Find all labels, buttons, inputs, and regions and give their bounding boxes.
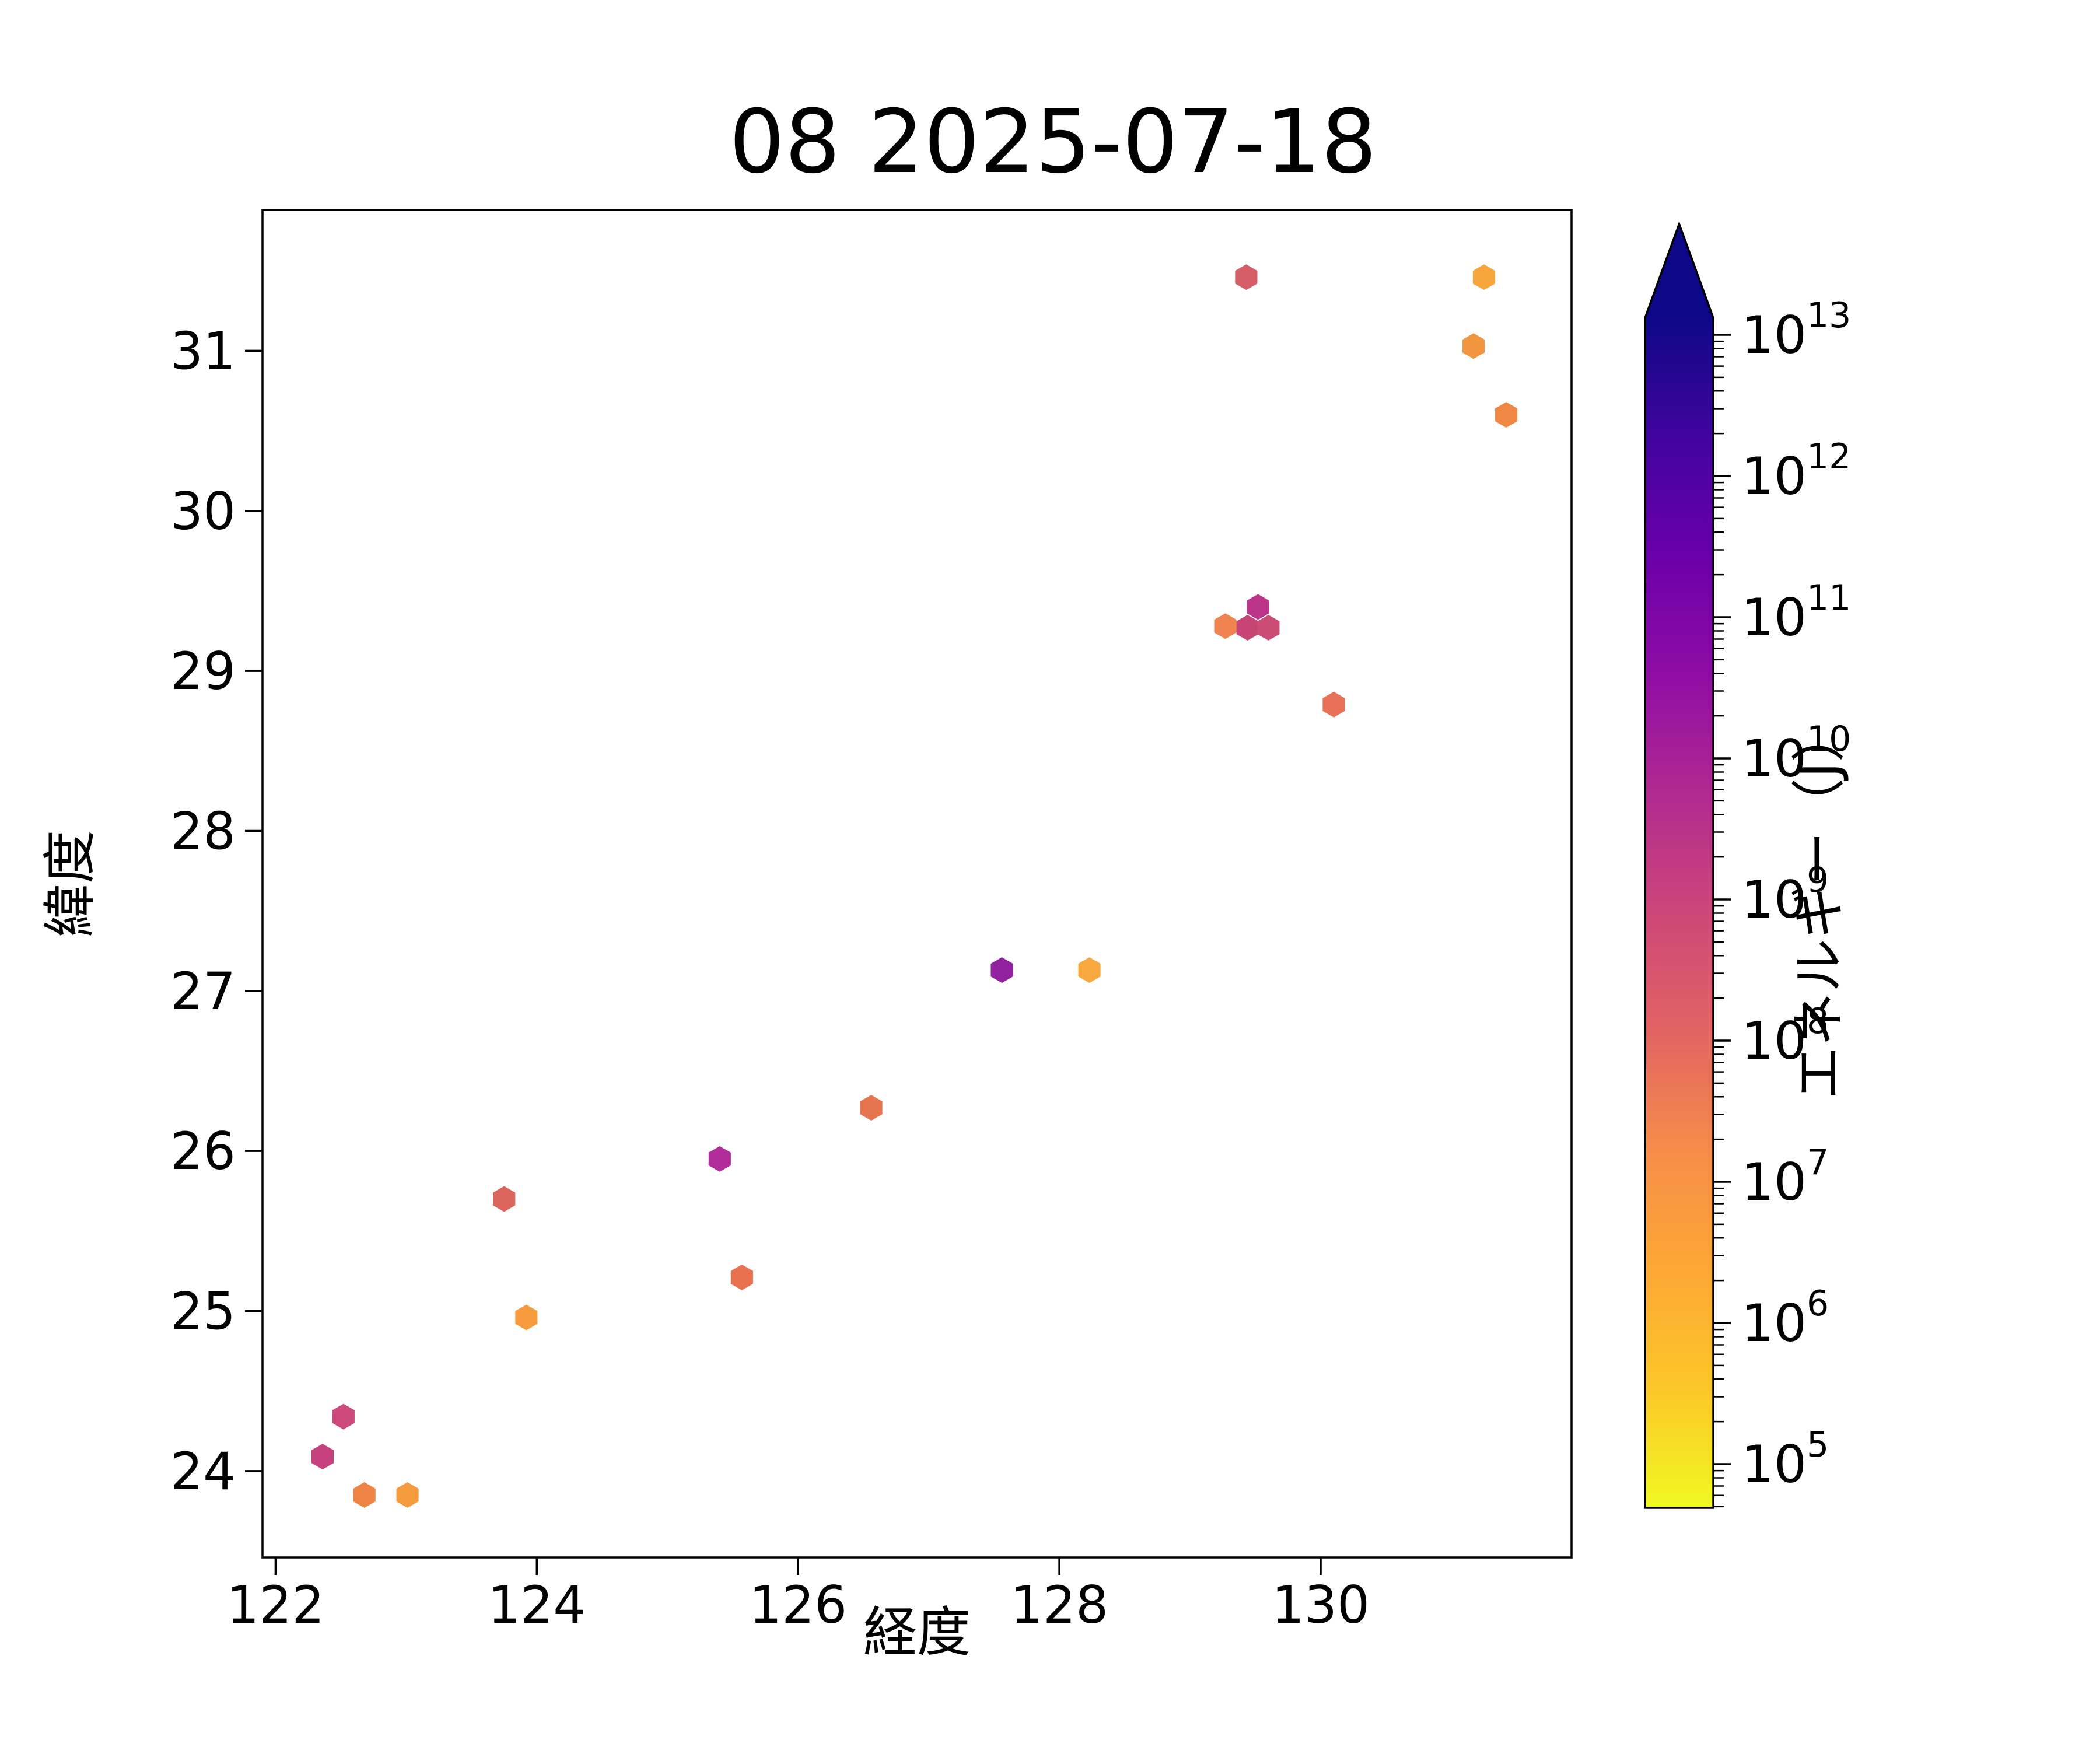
axes-ticks-layer: 122 124 126 128 130 24 25 26 27 28 29 30 31 [170,321,1370,1635]
hexbin-point [708,1146,731,1172]
colorbar-tick-exponent: 12 [1807,436,1851,477]
x-tick-label: 126 [749,1575,847,1635]
colorbar-outline [1644,220,1714,1509]
y-tick-label: 30 [170,481,236,541]
y-tick-label: 24 [170,1441,236,1502]
colorbar-tick-exponent: 5 [1807,1424,1829,1465]
hexbin-point [1078,957,1101,984]
y-tick-label: 29 [170,641,236,701]
colorbar-tick-label: 107 [1741,1142,1829,1212]
y-axis-label: 緯度 [39,830,102,937]
hexbin-point [1236,615,1259,641]
hexbin-point [860,1095,883,1121]
hexbin-point [1494,402,1518,428]
colorbar-tick-label: 106 [1741,1283,1829,1353]
colorbar-tick-exponent: 6 [1807,1283,1829,1324]
colorbar-tick-label: 1012 [1741,436,1851,506]
y-tick-label: 25 [170,1282,236,1342]
colorbar-tick-exponent: 10 [1807,719,1851,760]
x-tick-label: 122 [226,1575,324,1635]
colorbar-tick-exponent: 8 [1807,1001,1829,1042]
colorbar-tick-exponent: 7 [1807,1142,1829,1183]
colorbar-tick-label: 108 [1741,1001,1829,1071]
hexbin-point [332,1404,355,1430]
y-tick-label: 28 [170,801,236,861]
chart-title: 08 2025-07-18 [729,92,1377,193]
hexbin-point [1214,613,1237,639]
colorbar-tick-mantissa: 10 [1741,1434,1807,1494]
hexbin-point [311,1444,334,1470]
colorbar-tick-exponent: 9 [1807,860,1829,901]
x-tick-label: 130 [1272,1575,1370,1635]
colorbar-tick-exponent: 13 [1807,295,1851,336]
y-tick-label: 26 [170,1121,236,1181]
colorbar-extend-arrow [1645,224,1713,318]
colorbar-tick-label: 1011 [1741,578,1851,648]
colorbar-label: エネルギー（J） [1788,708,1850,1100]
hexbin-layer [311,264,1518,1508]
x-tick-label: 128 [1010,1575,1108,1635]
hexbin-point [1247,594,1269,620]
colorbar-tick-mantissa: 10 [1741,729,1807,789]
hexbin-point [730,1264,753,1290]
x-tick-label: 124 [488,1575,586,1635]
x-axis-label: 経度 [863,1601,971,1664]
hexbin-point [396,1482,419,1508]
hexbin-point [1472,264,1496,290]
colorbar-tick-label: 109 [1741,860,1829,930]
colorbar-tick-label: 105 [1741,1424,1829,1494]
colorbar-tick-mantissa: 10 [1741,870,1807,930]
colorbar-tick-label: 1010 [1741,719,1851,789]
colorbar-tick-mantissa: 10 [1741,305,1807,365]
colorbar-tick-mantissa: 10 [1741,587,1807,648]
colorbar-tick-label: 1013 [1741,295,1851,365]
hexbin-point [1322,691,1345,718]
plot-frame [261,209,1573,1559]
hexbin-point [515,1304,538,1331]
colorbar-tick-mantissa: 10 [1741,1152,1807,1212]
y-tick-label: 27 [170,961,236,1021]
colorbar-tick-mantissa: 10 [1741,1011,1807,1071]
hexbin-point [493,1186,516,1212]
hexbin-point [1462,333,1485,359]
colorbar-tick-mantissa: 10 [1741,446,1807,506]
y-tick-label: 31 [170,321,236,381]
hexbin-point [991,957,1013,984]
hexbin-point [1235,264,1258,290]
colorbar-gradient [1645,318,1713,1508]
colorbar-tick-exponent: 11 [1807,578,1851,618]
hexbin-point [353,1482,376,1508]
hexbin-point [1257,615,1280,641]
colorbar-tick-mantissa: 10 [1741,1293,1807,1353]
